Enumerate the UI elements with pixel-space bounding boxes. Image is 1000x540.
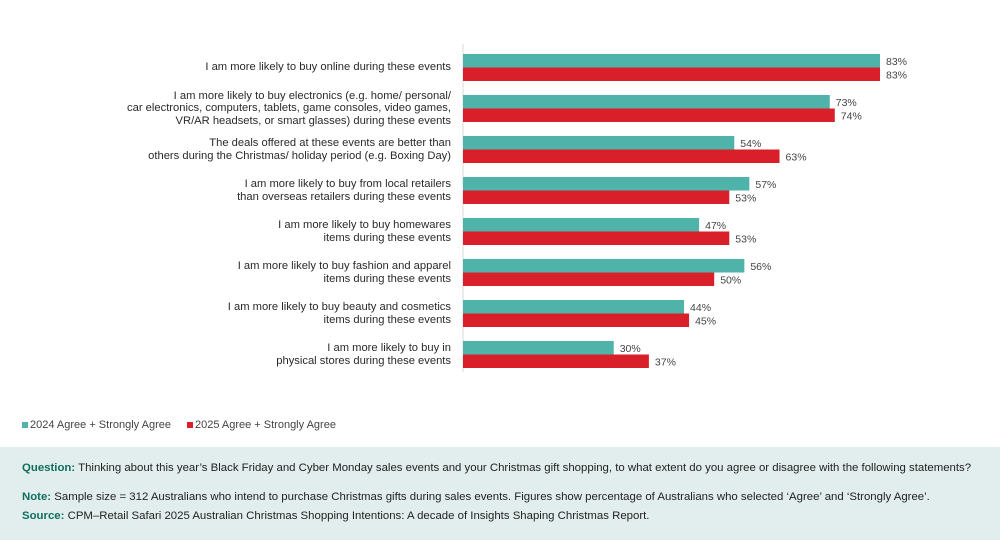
category-label: I am more likely to buy electronics (e.g…	[127, 89, 451, 127]
category-label: I am more likely to buy fashion and appa…	[237, 260, 451, 285]
question-note: Question: Thinking about this year’s Bla…	[22, 462, 972, 475]
bar-2024	[463, 95, 830, 109]
data-label: 83%	[886, 69, 907, 81]
category-label: I am more likely to buy beauty and cosme…	[227, 301, 451, 326]
source-note: Source: CPM–Retail Safari 2025 Australia…	[22, 510, 972, 523]
question-label: Question:	[22, 462, 76, 474]
bar-2025	[463, 190, 730, 204]
data-label: 44%	[690, 302, 711, 314]
source-label: Source:	[22, 510, 65, 522]
data-label: 57%	[755, 179, 776, 191]
category-label: The deals offered at these events are be…	[148, 137, 451, 162]
question-text: Thinking about this year’s Black Friday …	[75, 462, 972, 474]
source-text: CPM–Retail Safari 2025 Australian Christ…	[64, 510, 650, 522]
data-label: 63%	[786, 151, 807, 163]
data-label: 54%	[740, 138, 761, 150]
bar-2025	[463, 313, 690, 327]
category-label: I am more likely to buy online during th…	[205, 61, 451, 74]
data-label: 74%	[841, 110, 862, 122]
legend-item-2024: 2024 Agree + Strongly Agree	[22, 419, 171, 431]
data-label: 47%	[705, 220, 726, 232]
data-label: 45%	[695, 315, 716, 327]
footnote-panel: Question: Thinking about this year’s Bla…	[0, 447, 1000, 540]
data-label: 83%	[886, 56, 907, 68]
data-label: 56%	[750, 261, 771, 273]
data-label: 53%	[735, 192, 756, 204]
bar-2025	[463, 272, 715, 286]
bar-2024	[463, 300, 685, 314]
legend-item-2025: 2025 Agree + Strongly Agree	[186, 419, 336, 431]
category-label: I am more likely to buy homewares items d…	[278, 219, 451, 244]
bar-2025	[463, 149, 780, 163]
data-label: 73%	[836, 97, 857, 109]
bar-2024	[463, 341, 614, 355]
bar-2024	[463, 136, 735, 150]
bar-chart: 83%83%73%74%54%63%57%53%47%53%56%50%44%4…	[462, 44, 907, 372]
note-text: Sample size = 312 Australians who intend…	[51, 491, 930, 503]
legend-swatch-2025	[186, 422, 193, 428]
category-label: I am more likely to buy from local retai…	[237, 178, 451, 203]
legend-label-2024: 2024 Agree + Strongly Agree	[30, 419, 171, 431]
category-label: I am more likely to buy in physical store…	[276, 342, 451, 367]
note-label: Note:	[22, 491, 52, 503]
bar-2024	[463, 177, 750, 191]
data-label: 53%	[735, 233, 756, 245]
sample-note: Note: Sample size = 312 Australians who …	[22, 491, 972, 504]
legend-label-2025: 2025 Agree + Strongly Agree	[194, 419, 336, 431]
bar-2025	[463, 354, 649, 368]
data-label: 50%	[720, 274, 741, 286]
bar-2025	[463, 67, 880, 81]
legend-swatch-2024	[22, 422, 28, 428]
bar-2025	[463, 108, 835, 122]
bar-2024	[463, 218, 700, 232]
bar-2025	[463, 231, 730, 245]
legend: 2024 Agree + Strongly Agree 2025 Agree +…	[22, 419, 336, 431]
data-label: 37%	[655, 356, 676, 368]
data-label: 30%	[620, 343, 641, 355]
bar-2024	[463, 54, 880, 68]
bar-2024	[463, 259, 745, 273]
